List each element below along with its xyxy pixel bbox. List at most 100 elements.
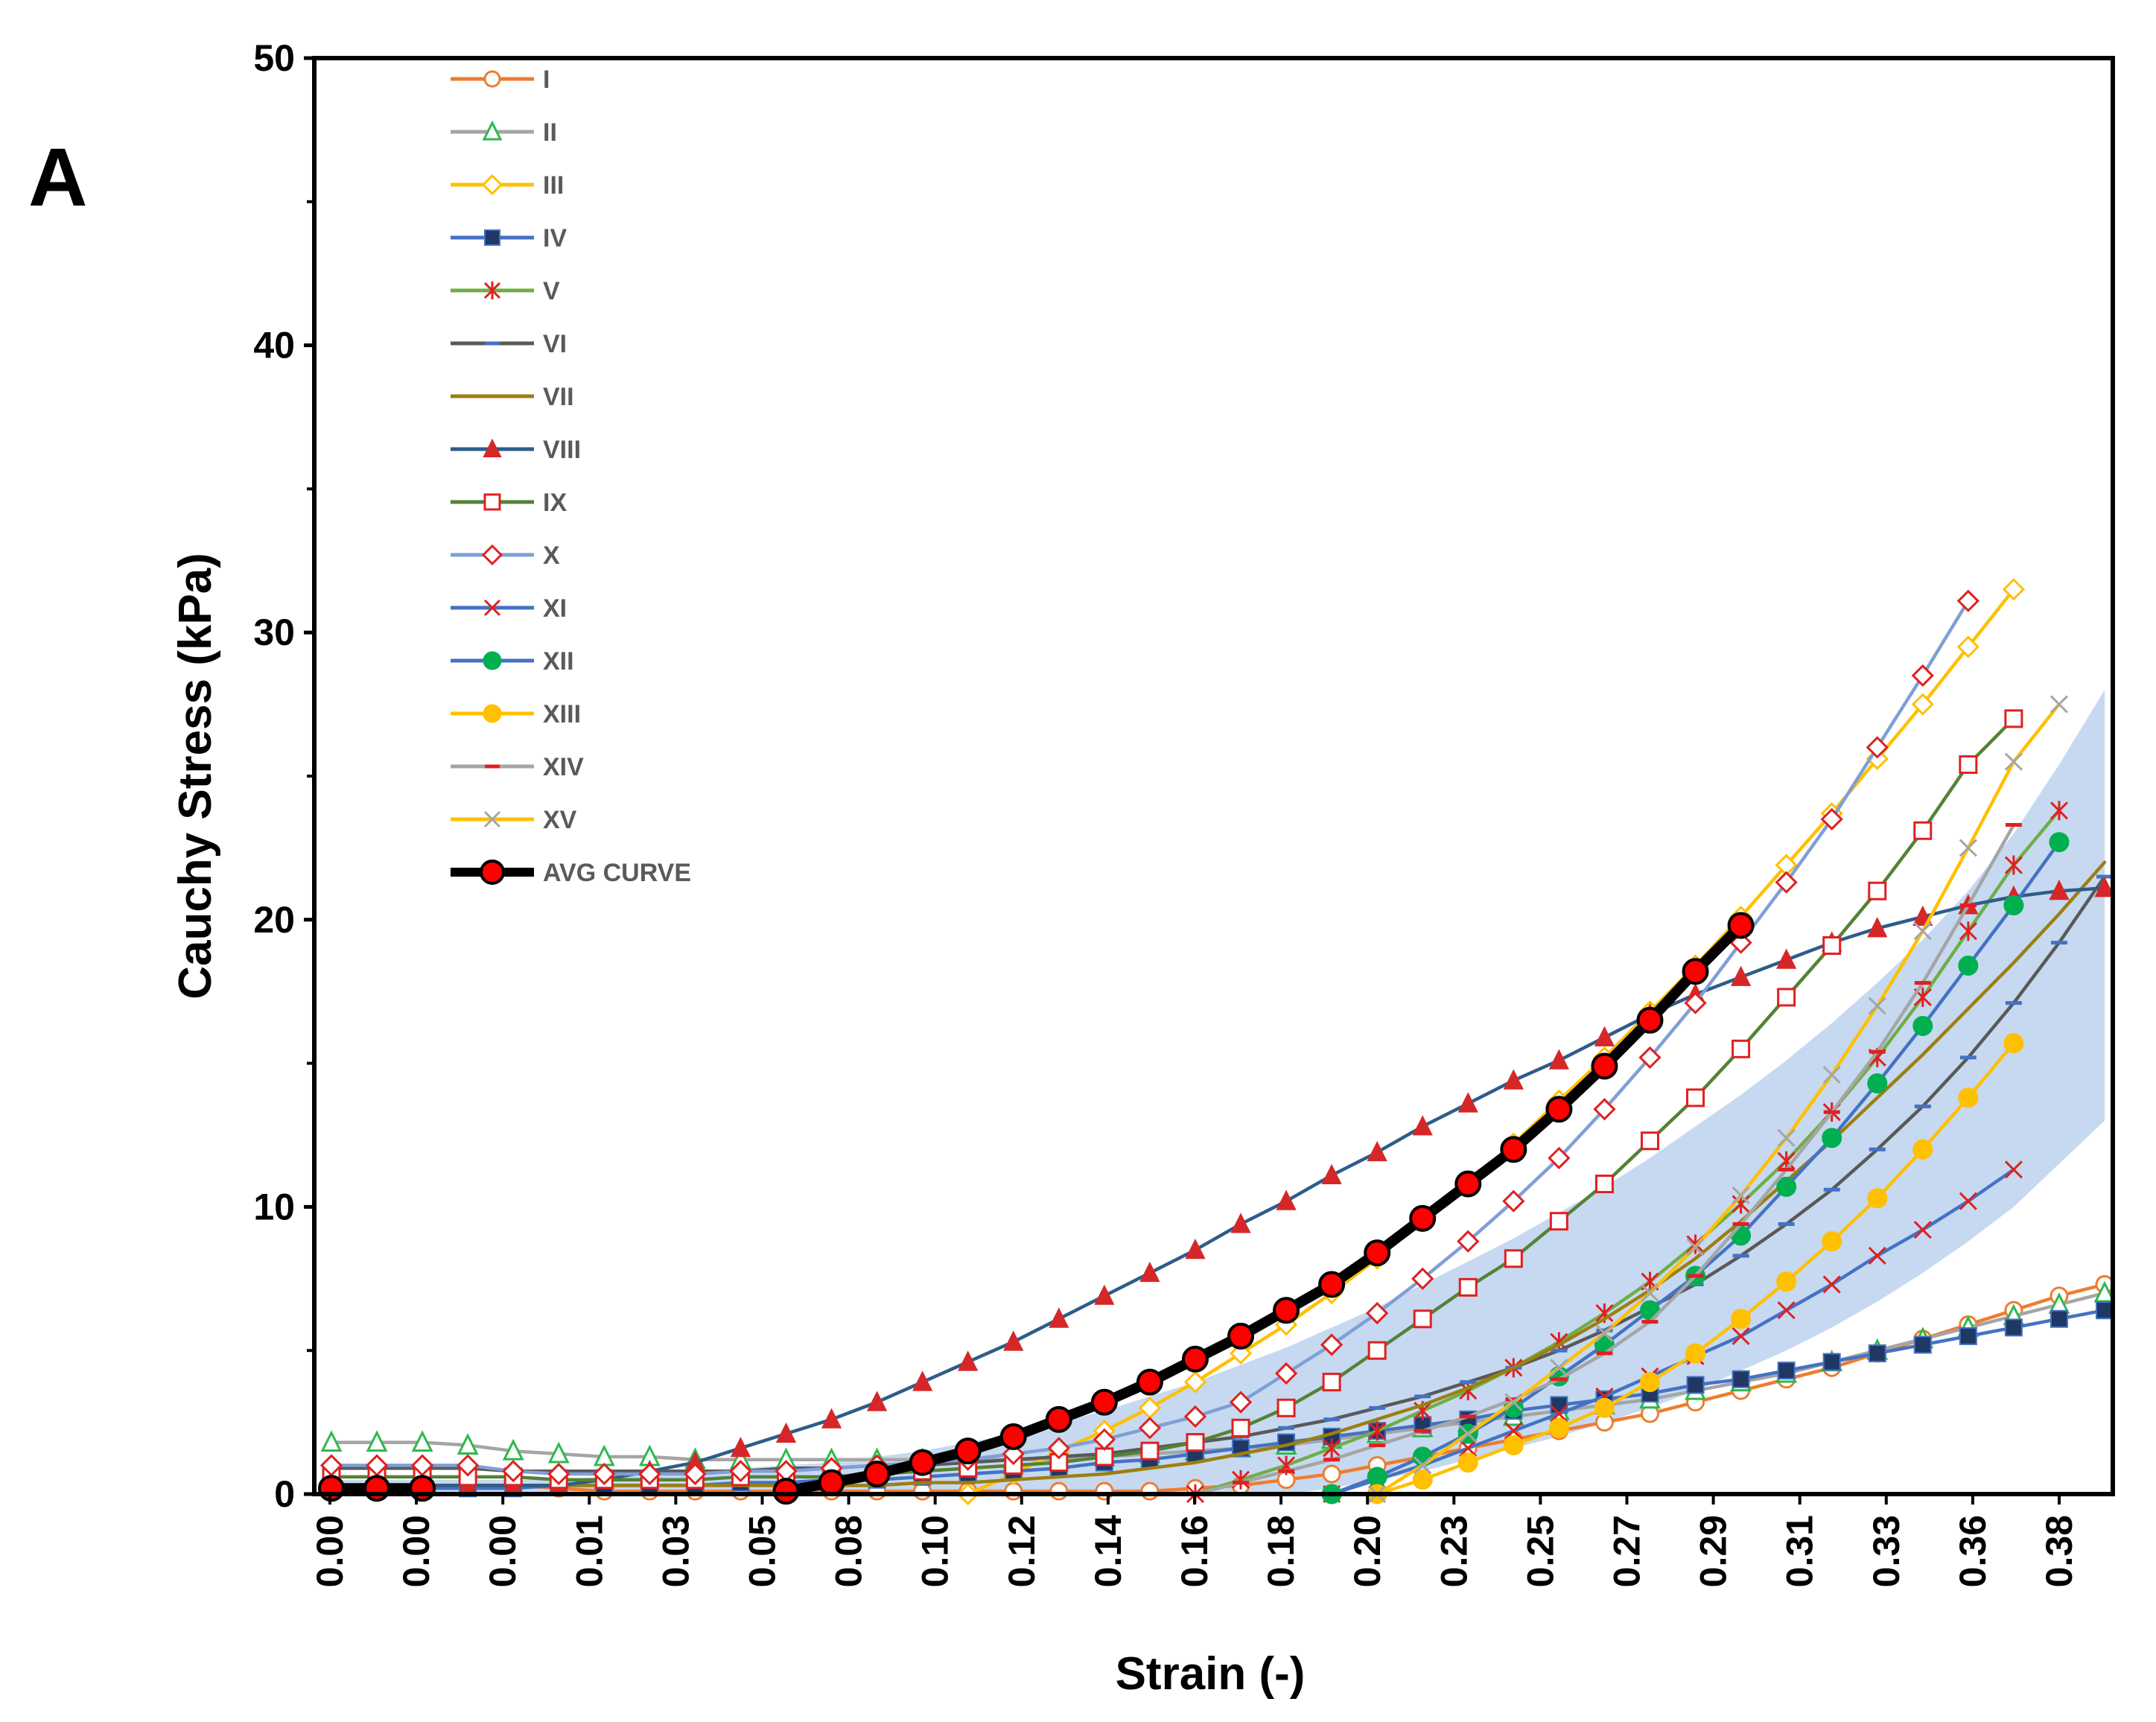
x-axis-title: Strain (-): [1116, 1648, 1306, 1700]
data-point: [1138, 1417, 1162, 1440]
legend-item: IX: [451, 489, 567, 517]
data-point: [1459, 1424, 1478, 1443]
data-point: [1323, 1438, 1341, 1458]
x-tick-label: 0.31: [1779, 1515, 1821, 1587]
data-point: [1094, 1284, 1115, 1305]
data-point: [593, 1462, 616, 1486]
series-layer: [318, 578, 2116, 1506]
data-point: [2049, 880, 2070, 900]
series-line: [1375, 702, 2061, 1496]
data-point: [1776, 948, 1797, 969]
y-tick-label: 50: [253, 37, 295, 79]
data-point: [1913, 922, 1932, 941]
data-point: [1686, 1238, 1705, 1256]
data-point: [1727, 912, 1755, 939]
data-point: [1367, 1140, 1387, 1162]
data-point: [1867, 917, 1888, 938]
data-point: [1868, 997, 1886, 1015]
data-point: [2004, 709, 2023, 728]
sd-band-layer: [331, 690, 2105, 1494]
data-point: [1412, 1115, 1433, 1136]
legend-item: II: [451, 118, 557, 147]
series-x: [319, 589, 1979, 1486]
legend-item: XIV: [451, 753, 584, 781]
data-point: [1682, 958, 1709, 985]
data-point: [1594, 1026, 1615, 1046]
legend-label: VI: [543, 330, 567, 358]
data-point: [909, 1449, 936, 1476]
data-point: [1639, 1372, 1660, 1393]
data-point: [1956, 635, 1979, 658]
data-point: [1732, 1039, 1751, 1058]
data-point: [1731, 1225, 1752, 1246]
data-point: [1911, 664, 1934, 687]
data-point: [818, 1469, 845, 1496]
data-point: [1229, 1391, 1253, 1414]
data-point: [1822, 1065, 1841, 1084]
data-point: [1777, 1128, 1796, 1147]
data-point: [2050, 801, 2069, 821]
data-point: [1638, 1046, 1661, 1070]
data-point: [863, 1461, 891, 1488]
data-point: [1548, 1049, 1570, 1070]
data-point: [1594, 1397, 1615, 1418]
data-point: [866, 1391, 888, 1411]
x-tick-label: 0.12: [1001, 1515, 1043, 1587]
data-point: [1367, 1341, 1387, 1360]
legend-marker: [483, 704, 502, 723]
data-point: [1004, 1481, 1023, 1501]
data-point: [1364, 1239, 1391, 1267]
data-point: [1959, 921, 1977, 941]
legend-item: IV: [451, 224, 567, 252]
x-tick-label: 0.03: [655, 1515, 696, 1587]
data-point: [2004, 1318, 2023, 1337]
x-tick-label: 0.16: [1174, 1515, 1215, 1587]
legend-label: I: [543, 66, 550, 94]
legend-marker: [481, 174, 503, 196]
legend-label: V: [543, 277, 560, 305]
legend-label: VIII: [543, 436, 581, 464]
data-point: [1732, 1370, 1750, 1388]
data-point: [1959, 755, 1978, 775]
series-line: [329, 874, 2107, 1473]
x-tick-label: 0.08: [828, 1515, 870, 1587]
data-point: [1411, 1267, 1434, 1290]
data-point: [2094, 877, 2115, 897]
data-point: [1276, 1189, 1297, 1210]
data-point: [1912, 1139, 1933, 1160]
data-point: [1913, 1335, 1932, 1354]
data-point: [1183, 1370, 1207, 1394]
legend-label: III: [543, 171, 564, 200]
legend-item: XII: [451, 647, 574, 676]
y-tick-label: 10: [253, 1186, 295, 1227]
data-point: [1412, 1470, 1433, 1490]
data-point: [1368, 1421, 1387, 1441]
x-axis: 0.00 0.00 0.00 0.01 0.03 0.05 0.08 0.10 0.12 0.14…: [309, 1494, 2080, 1587]
legend-label: XIV: [543, 753, 584, 781]
data-point: [775, 1422, 797, 1443]
data-point: [1367, 1467, 1387, 1487]
data-point: [1049, 1307, 1069, 1328]
data-point: [2003, 1033, 2024, 1054]
data-point: [1777, 1301, 1796, 1320]
data-point: [547, 1462, 570, 1486]
data-point: [1545, 1096, 1573, 1123]
data-point: [1549, 1212, 1568, 1231]
data-point: [409, 1475, 436, 1502]
legend-marker: [483, 493, 501, 511]
data-point: [1958, 955, 1979, 976]
sd-band: [331, 690, 2105, 1494]
data-point: [1273, 1297, 1300, 1324]
legend-item: XIII: [451, 700, 581, 728]
data-point: [729, 1460, 752, 1483]
x-tick-label: 0.14: [1087, 1515, 1129, 1588]
data-point: [1867, 1073, 1888, 1094]
data-point: [1095, 1447, 1114, 1467]
data-point: [2004, 752, 2023, 771]
data-point: [1595, 1324, 1614, 1343]
legend-marker: [484, 229, 500, 246]
data-point: [1868, 1246, 1886, 1265]
data-point: [1913, 1221, 1932, 1239]
